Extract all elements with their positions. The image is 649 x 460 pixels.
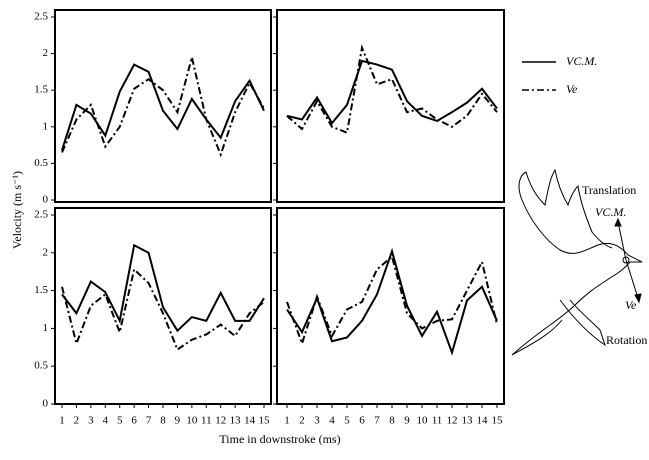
x-tick-label: 12 [215,415,226,427]
data-line [287,251,497,352]
x-tick-label: 13 [462,415,474,427]
x-tick-label: 15 [259,415,271,427]
diagram-label: VC.M. [595,205,626,219]
x-tick-label: 14 [477,415,489,427]
y-tick-label: 0 [43,194,49,206]
x-tick-label: 10 [417,415,429,427]
x-tick-label: 1 [284,415,290,427]
bird-diagram [512,170,642,355]
x-tick-label: 8 [389,415,395,427]
x-tick-label: 3 [88,415,94,427]
x-tick-label: 5 [117,415,123,427]
x-tick-label: 3 [314,415,320,427]
x-tick-label: 6 [359,415,365,427]
x-tick-label: 7 [374,415,380,427]
x-tick-label: 1 [59,415,65,427]
x-tick-label: 14 [244,415,256,427]
y-tick-label: 2 [43,246,49,258]
y-tick-label: 0.5 [34,157,48,169]
y-tick-label: 2.5 [34,209,48,221]
legend-label: Ve [566,82,578,96]
x-tick-label: 11 [201,415,212,427]
data-line [287,48,497,133]
x-tick-label: 11 [432,415,443,427]
x-tick-label: 2 [74,415,80,427]
legend-label: VC.M. [566,54,597,68]
x-tick-label: 9 [404,415,410,427]
y-tick-label: 1.5 [34,284,48,296]
data-line [62,245,264,330]
x-tick-label: 4 [103,415,109,427]
y-tick-label: 1 [43,322,49,334]
data-line [62,65,264,151]
x-tick-label: 2 [299,415,305,427]
x-tick-label: 4 [329,415,335,427]
diagram-label: Rotation [606,333,647,347]
y-axis-label: Velocity (m s⁻¹) [10,171,24,249]
x-tick-label: 15 [492,415,504,427]
diagram-label: Ve [625,298,637,312]
x-tick-label: 6 [131,415,137,427]
y-tick-label: 1 [43,120,49,132]
diagram-label: Translation [582,183,636,197]
x-tick-label: 12 [447,415,458,427]
y-tick-label: 2.5 [34,11,48,23]
y-tick-label: 0 [43,398,49,410]
x-tick-label: 13 [230,415,242,427]
x-tick-label: 10 [186,415,198,427]
x-tick-label: 7 [146,415,152,427]
x-axis-label: Time in downstroke (ms) [219,432,340,446]
y-tick-label: 1.5 [34,84,48,96]
x-tick-label: 5 [344,415,350,427]
panel-frame [277,208,504,404]
x-tick-label: 9 [175,415,181,427]
data-line [287,61,497,123]
figure: Time in downstroke (ms) Velocity (m s⁻¹)… [0,0,649,455]
y-tick-label: 2 [43,47,49,59]
y-tick-label: 0.5 [34,360,48,372]
x-tick-label: 8 [160,415,166,427]
